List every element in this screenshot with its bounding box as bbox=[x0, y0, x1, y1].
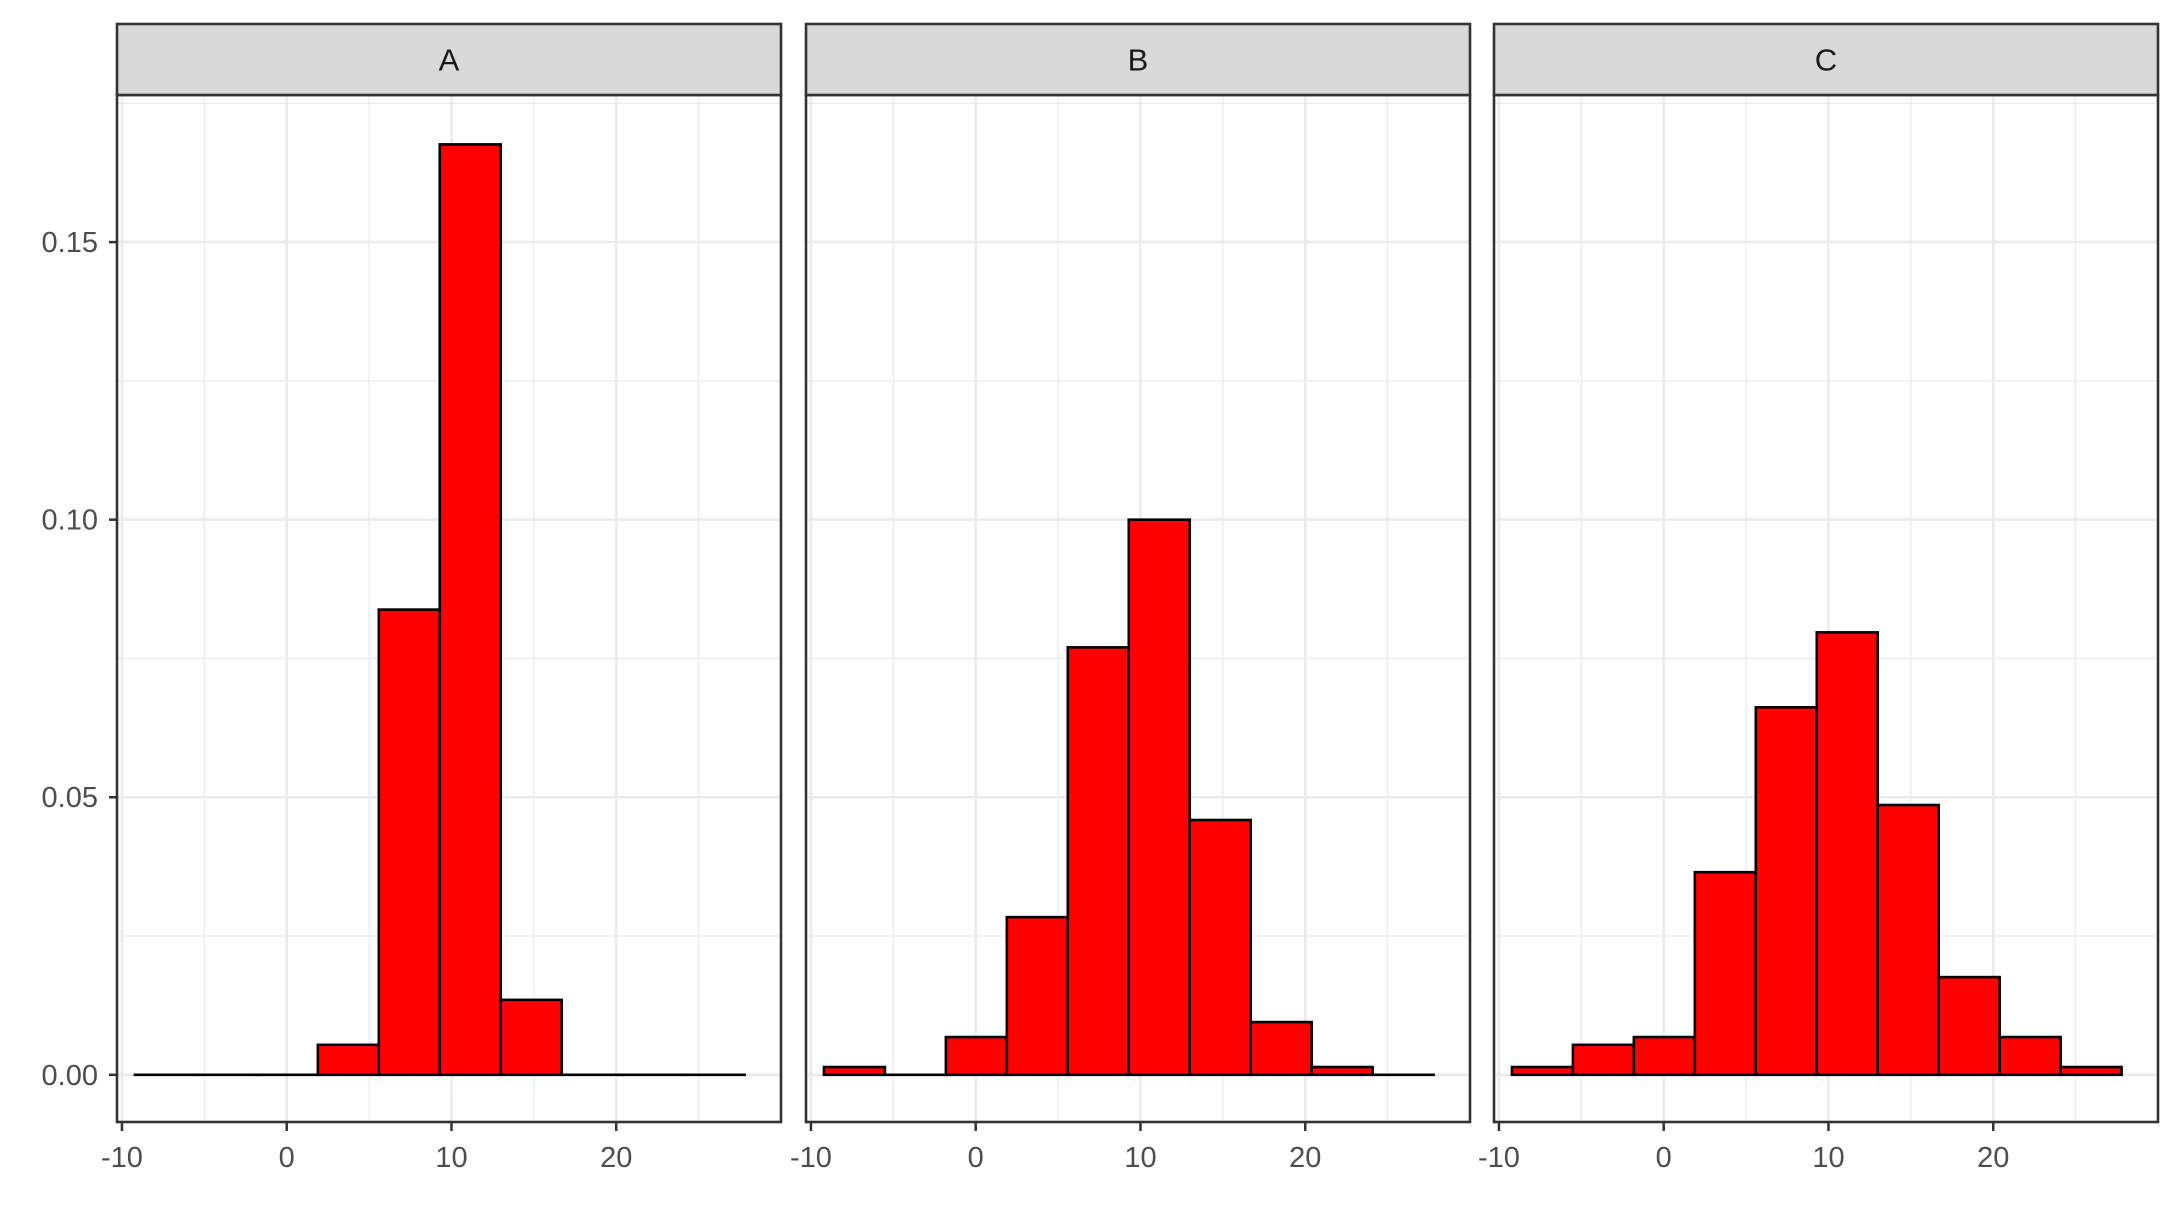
histogram-bar bbox=[318, 1045, 379, 1075]
histogram-bar bbox=[1878, 805, 1939, 1075]
histogram-bar bbox=[1512, 1067, 1573, 1075]
y-tick-label: 0.05 bbox=[42, 782, 98, 814]
facet-panel-b: B -10 0 10 20 bbox=[790, 24, 1470, 1174]
histogram-bar bbox=[501, 1000, 562, 1075]
x-tick-label: 0 bbox=[968, 1142, 984, 1174]
x-tick-label: 20 bbox=[600, 1142, 632, 1174]
histogram-bar bbox=[1190, 820, 1251, 1075]
histogram-bar bbox=[1068, 647, 1129, 1074]
histogram-bar bbox=[379, 610, 440, 1075]
histogram-bar bbox=[1007, 917, 1068, 1075]
x-tick-label: 0 bbox=[279, 1142, 295, 1174]
histogram-bar bbox=[1573, 1045, 1634, 1075]
histogram-bar bbox=[440, 144, 501, 1074]
facet-strip-label: B bbox=[1128, 43, 1149, 78]
y-tick-label: 0.15 bbox=[42, 227, 98, 259]
histogram-bar bbox=[1634, 1037, 1695, 1075]
histogram-bar bbox=[824, 1067, 885, 1075]
y-tick-label: 0.10 bbox=[42, 505, 98, 537]
x-tick-label: 10 bbox=[435, 1142, 467, 1174]
histogram-bar bbox=[1939, 977, 2000, 1075]
histogram-bar bbox=[2000, 1037, 2061, 1075]
histogram-bar bbox=[1312, 1067, 1373, 1075]
x-tick-label: 20 bbox=[1977, 1142, 2009, 1174]
facet-panel-c: C -10 0 10 20 bbox=[1478, 24, 2158, 1174]
x-tick-label: -10 bbox=[1478, 1142, 1520, 1174]
histogram-bar bbox=[1129, 520, 1190, 1075]
histogram-bar bbox=[1817, 632, 1878, 1074]
facet-strip-label: C bbox=[1815, 43, 1837, 78]
x-tick-label: -10 bbox=[790, 1142, 832, 1174]
facet-strip-label: A bbox=[439, 43, 460, 78]
x-tick-label: 10 bbox=[1812, 1142, 1844, 1174]
histogram-bar bbox=[1756, 707, 1817, 1074]
x-tick-label: 20 bbox=[1289, 1142, 1321, 1174]
y-tick-label: 0.00 bbox=[42, 1060, 98, 1092]
x-tick-label: 0 bbox=[1656, 1142, 1672, 1174]
histogram-bar bbox=[1251, 1022, 1312, 1075]
histogram-bar bbox=[946, 1037, 1007, 1075]
x-tick-label: -10 bbox=[101, 1142, 143, 1174]
histogram-bar bbox=[2061, 1067, 2122, 1075]
histogram-bar bbox=[1695, 872, 1756, 1075]
facet-panel-a: A -10 0 10 20 bbox=[101, 24, 781, 1174]
x-tick-label: 10 bbox=[1124, 1142, 1156, 1174]
